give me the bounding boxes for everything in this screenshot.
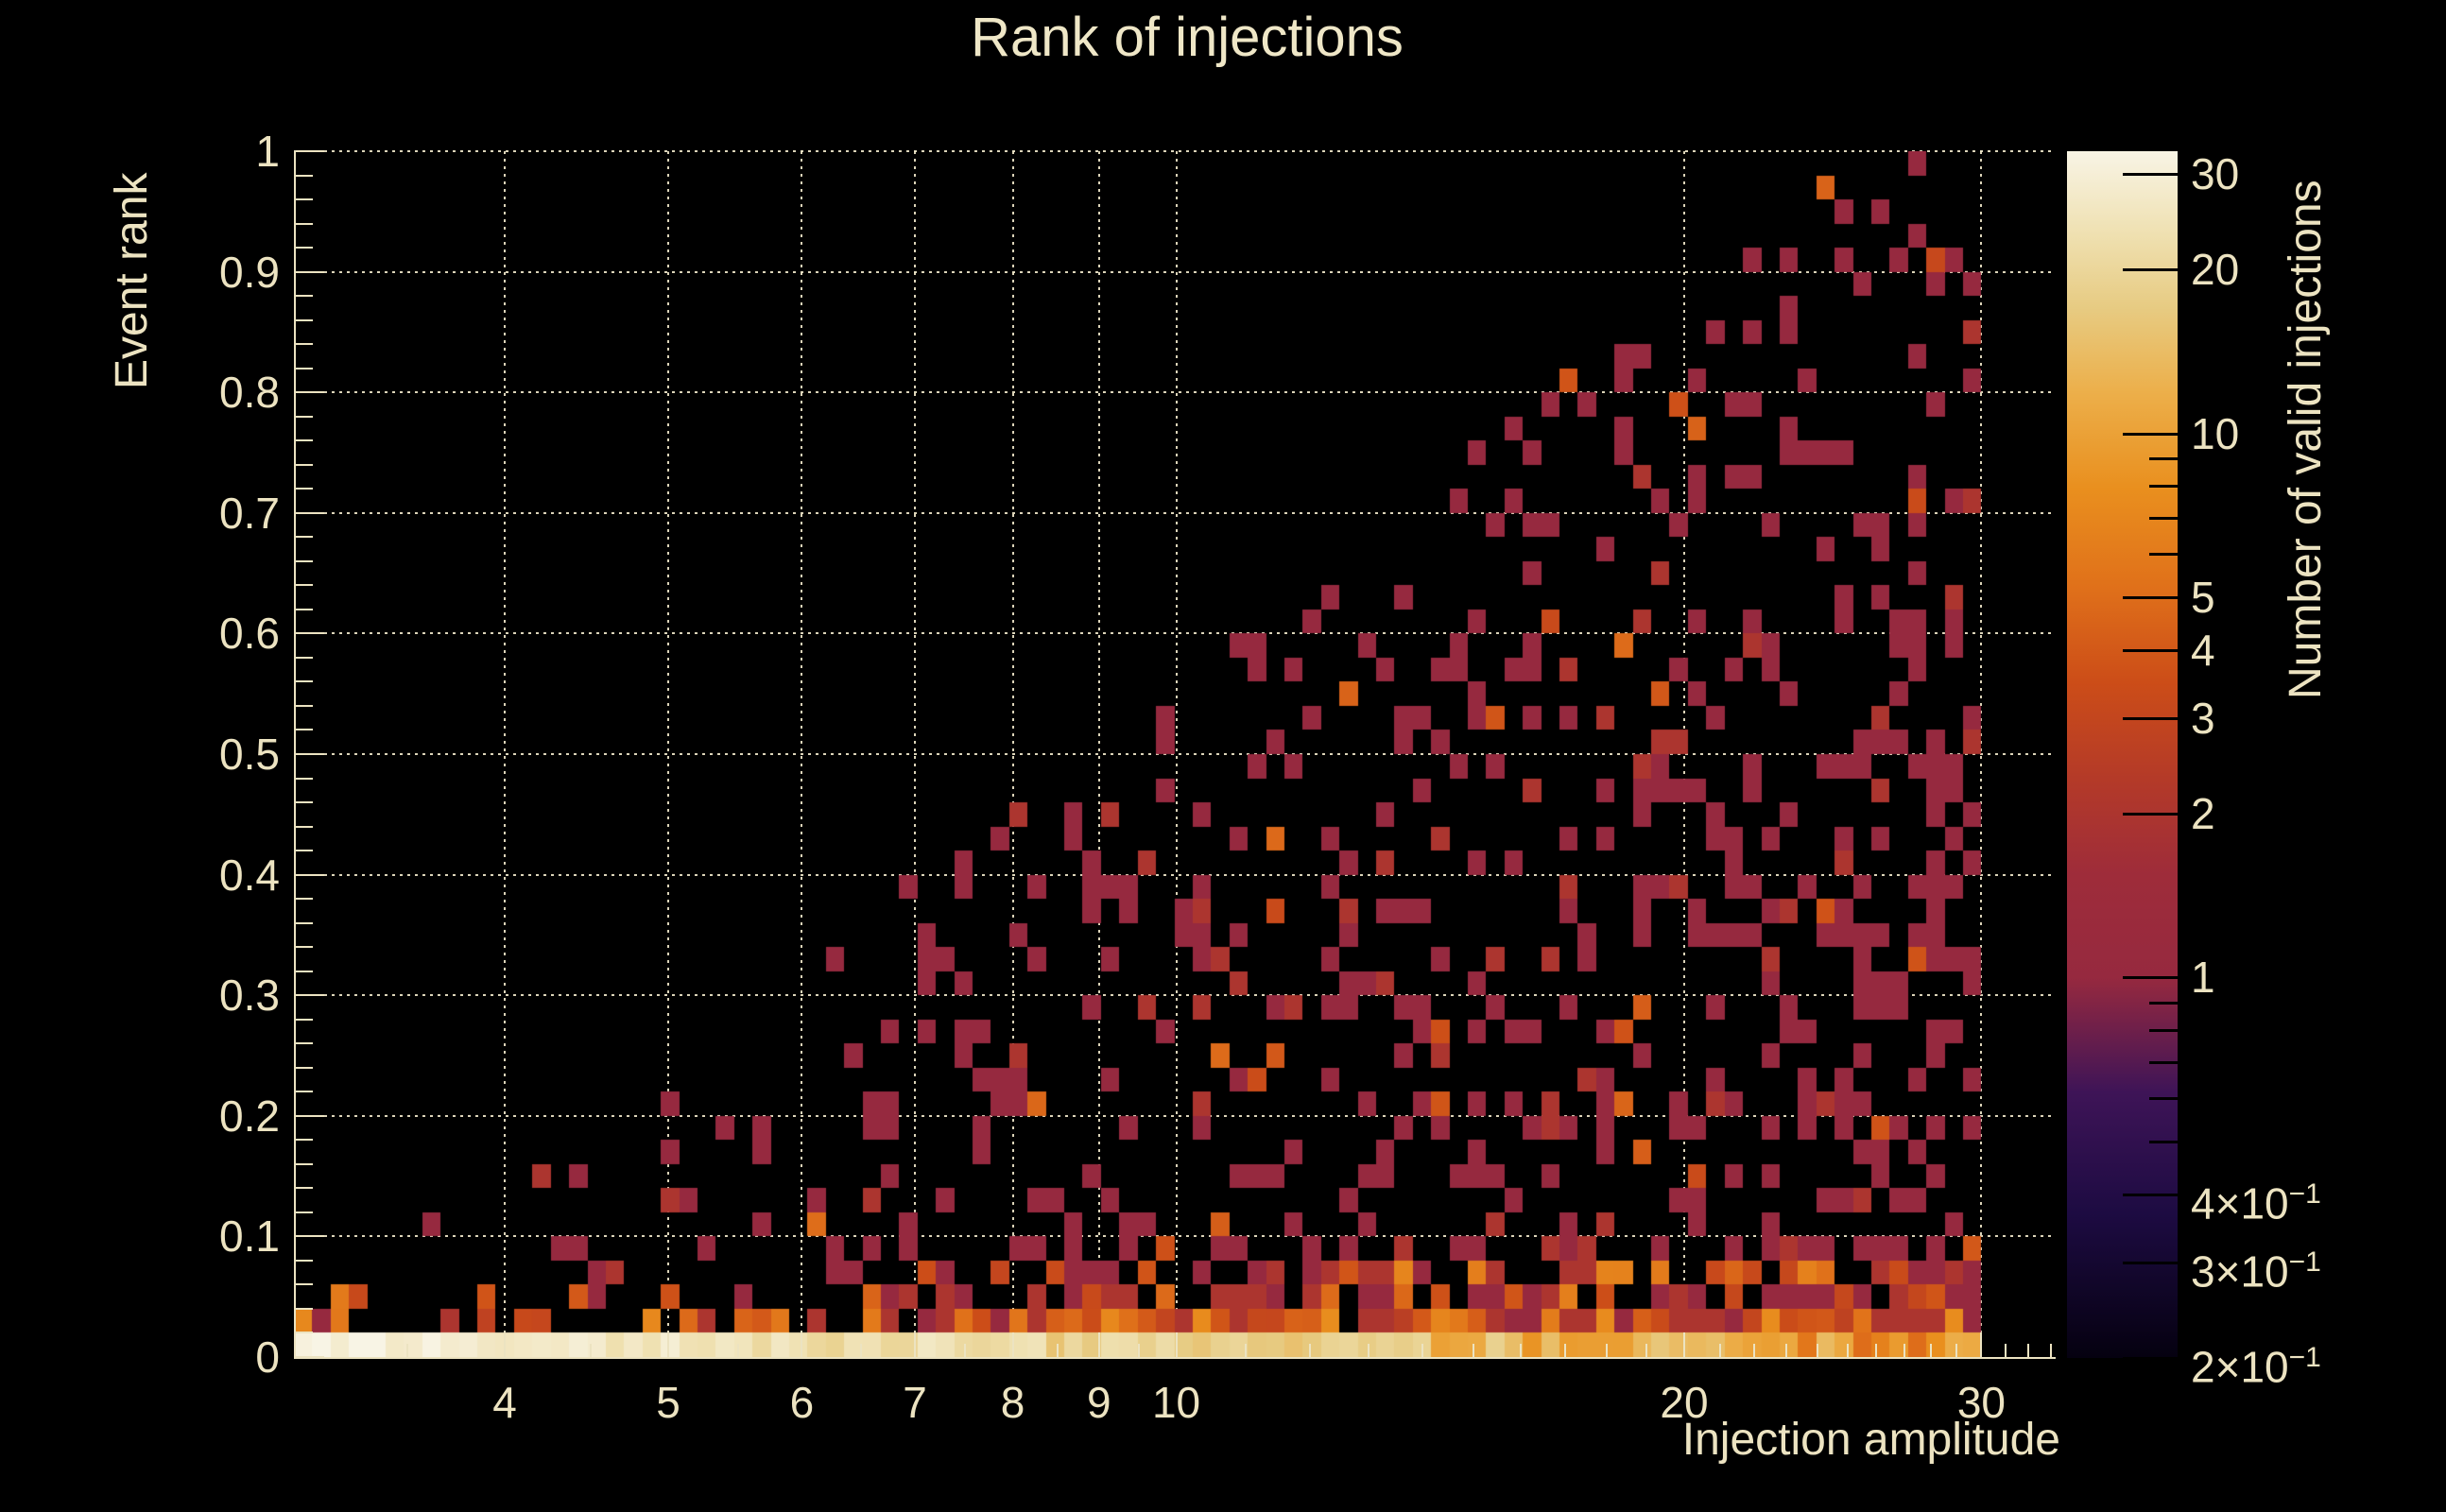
x-tick-label: 4	[492, 1378, 517, 1427]
colorbar-tick-label: 2	[2191, 789, 2215, 839]
colorbar-tick-label: 20	[2191, 245, 2240, 295]
y-tick-label: 0.2	[219, 1091, 280, 1141]
y-tick-label: 0.6	[219, 609, 280, 659]
colorbar-tick-label: 2×10−1	[2191, 1342, 2321, 1392]
x-tick-label: 7	[903, 1378, 927, 1427]
y-axis-title: Event rank	[107, 172, 157, 389]
x-axis-title: Injection amplitude	[1681, 1415, 2060, 1465]
y-tick-label: 0.4	[219, 850, 280, 900]
colorbar	[2067, 151, 2178, 1358]
x-tick-label: 8	[1000, 1378, 1025, 1427]
y-tick-label: 0.1	[219, 1211, 280, 1262]
colorbar-tick-label: 4×10−1	[2191, 1177, 2321, 1228]
colorbar-tick-label: 5	[2191, 572, 2215, 622]
colorbar-title: Number of valid injections	[2281, 180, 2331, 699]
chart-title: Rank of injections	[971, 7, 1404, 68]
y-tick-label: 1	[255, 127, 280, 176]
x-tick-label: 9	[1087, 1378, 1111, 1427]
colorbar-tick-label: 3×10−1	[2191, 1246, 2321, 1296]
x-axis-line	[294, 1357, 2056, 1359]
colorbar-tick-label: 3	[2191, 693, 2215, 743]
y-tick-label: 0.3	[219, 971, 280, 1021]
y-tick-label: 0.7	[219, 488, 280, 538]
colorbar-tick-label: 4	[2191, 625, 2215, 675]
colorbar-tick-label: 1	[2191, 953, 2215, 1003]
y-tick-label: 0.9	[219, 247, 280, 297]
colorbar-tick-label: 30	[2191, 148, 2240, 198]
colorbar-label-exponent: −1	[2288, 1342, 2321, 1373]
y-tick-label: 0.8	[219, 368, 280, 418]
y-tick-label: 0.5	[219, 730, 280, 779]
colorbar-label-exponent: −1	[2288, 1246, 2321, 1278]
colorbar-label-exponent: −1	[2288, 1177, 2321, 1210]
x-tick-label: 5	[656, 1378, 680, 1427]
heatmap-canvas	[294, 151, 2056, 1357]
y-tick-label: 0	[255, 1332, 280, 1382]
x-tick-label: 10	[1151, 1378, 1201, 1427]
x-tick-label: 6	[789, 1378, 815, 1427]
colorbar-tick-label: 10	[2191, 408, 2240, 458]
